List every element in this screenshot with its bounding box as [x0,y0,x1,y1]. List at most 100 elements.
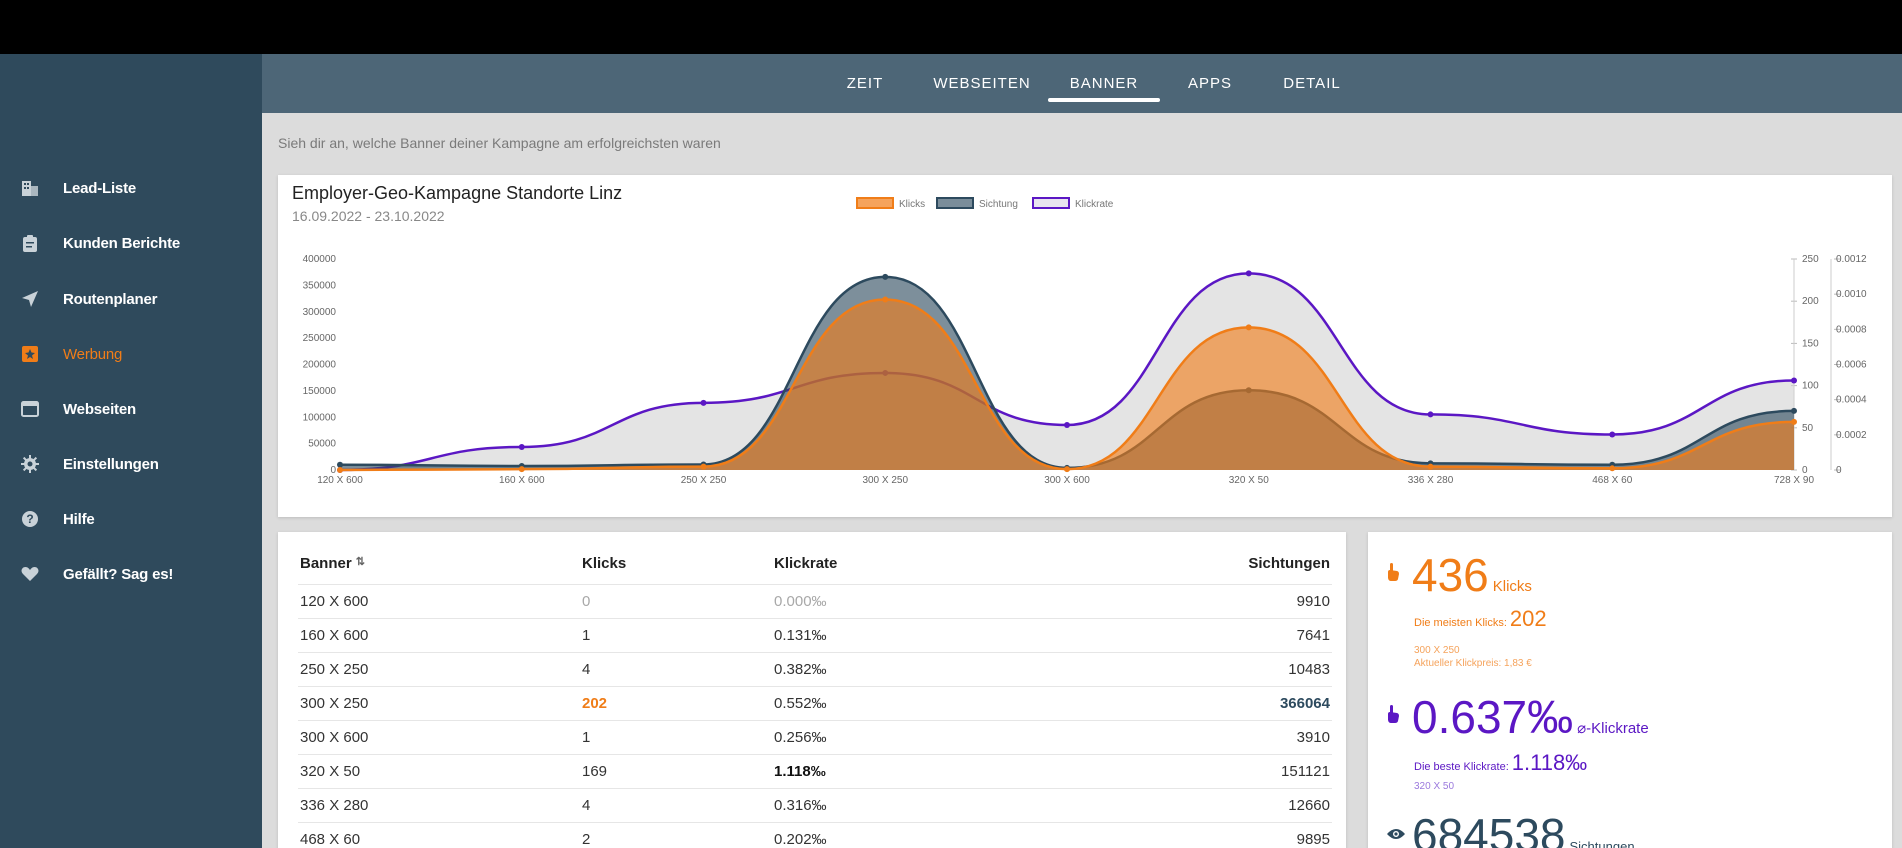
tab-detail[interactable]: DETAIL [1262,54,1362,113]
sidebar-item-hilfe[interactable]: ? Hilfe [0,499,262,539]
cell-klicks: 169 [580,754,772,789]
x-axis-tick: 250 X 250 [681,475,727,486]
cell-banner: 300 X 600 [298,720,580,755]
point-klicks [518,466,525,473]
sidebar-item-label: Hilfe [63,510,95,528]
legend-label-sichtung: Sichtung [979,199,1018,210]
cell-sichtungen: 151121 [1072,754,1332,789]
tab-zeit[interactable]: ZEIT [820,54,910,113]
y-axis-right2-tick: 0.0006 [1836,360,1867,371]
stats-card: 436 Klicks Die meisten Klicks: 202 300 X 2… [1368,532,1892,848]
y-axis-right-tick: 150 [1802,338,1819,349]
views-stat: 684538 Sichtungen [1386,810,1866,848]
sidebar-item-label: Routenplaner [63,290,158,308]
col-header-banner[interactable]: Banner ⇅ [298,544,580,585]
active-tab-indicator [1048,98,1160,102]
y-axis-right2-tick: 0.0004 [1836,395,1867,406]
table-row: 300 X 250 202 0.552‰ 366064 [298,686,1332,721]
point-klicks [337,467,343,473]
ad-icon [19,343,41,365]
sort-icon[interactable]: ⇅ [355,556,365,569]
y-axis-right2-tick: 0.0012 [1836,254,1867,265]
cell-klickrate: 0.382‰ [772,652,1072,687]
cell-klickrate: 0.256‰ [772,720,1072,755]
legend-label-klicks: Klicks [899,199,925,210]
top-black-bar [0,0,1902,54]
tab-banner[interactable]: BANNER [1048,54,1160,113]
rate-total: 0.637‰ ⌀-Klickrate [1412,694,1649,752]
clicks-total: 436 Klicks [1412,552,1532,610]
clicks-best-line: Die meisten Klicks: 202 [1414,606,1547,632]
y-axis-left-tick: 400000 [303,254,337,265]
sidebar-item-gefaellt[interactable]: Gefällt? Sag es! [0,554,262,594]
cell-klickrate: 1.118‰ [772,754,1072,789]
cell-banner: 336 X 280 [298,788,580,823]
x-axis-tick: 728 X 90 [1774,475,1814,486]
clipboard-icon [19,232,41,254]
cell-klicks: 202 [580,686,772,721]
sidebar-item-label: Einstellungen [63,455,159,473]
point-klickrate [1245,270,1252,277]
table-row: 250 X 250 4 0.382‰ 10483 [298,652,1332,687]
point-klicks [1427,463,1434,470]
cell-klickrate: 0.552‰ [772,686,1072,721]
pointer-hand-icon [1386,562,1400,588]
point-klickrate [700,399,707,406]
tab-bar: ZEIT WEBSEITEN BANNER APPS DETAIL [262,54,1902,113]
y-axis-right2-tick: 0.0008 [1836,324,1867,335]
question-icon: ? [19,508,41,530]
tab-apps[interactable]: APPS [1170,54,1250,113]
line-klickrate [339,272,1795,472]
x-axis-tick: 120 X 600 [317,475,363,486]
cell-banner: 160 X 600 [298,618,580,653]
sidebar-item-einstellungen[interactable]: Einstellungen [0,444,262,484]
cell-banner: 300 X 250 [298,686,580,721]
eye-icon [1386,824,1406,847]
rate-stat: 0.637‰ ⌀-Klickrate Die beste Klickrate: 1.… [1386,692,1866,792]
sidebar-item-webseiten[interactable]: Webseiten [0,389,262,429]
cell-klicks: 1 [580,618,772,653]
views-unit: Sichtungen [1569,839,1635,848]
point-klicks [882,296,889,303]
gear-icon [19,453,41,475]
table-row: 160 X 600 1 0.131‰ 7641 [298,618,1332,653]
tab-label: DETAIL [1283,75,1341,92]
page-subtitle: Sieh dir an, welche Banner deiner Kampag… [278,135,721,151]
cell-sichtungen: 7641 [1072,618,1332,653]
point-klickrate [1791,377,1797,384]
paper-plane-icon [19,288,41,310]
cell-klickrate: 0.000‰ [772,584,1072,619]
y-axis-right-tick: 0 [1802,465,1808,476]
banner-table-card: Banner ⇅ Klicks Klickrate Sichtungen 120 … [278,532,1346,848]
cell-sichtungen: 366064 [1072,686,1332,721]
cell-klickrate: 0.202‰ [772,822,1072,848]
sidebar-item-label: Webseiten [63,400,136,418]
col-header-klickrate[interactable]: Klickrate [772,544,1072,585]
point-klicks [1245,324,1252,331]
clicks-best-label: Die meisten Klicks: [1414,617,1507,629]
col-header-klicks[interactable]: Klicks [580,544,772,585]
cell-klickrate: 0.316‰ [772,788,1072,823]
svg-text:?: ? [26,512,33,526]
rate-best-label: Die beste Klickrate: [1414,761,1509,773]
point-sichtung [882,273,889,280]
col-header-sichtungen[interactable]: Sichtungen [1072,544,1332,585]
y-axis-left-tick: 200000 [303,360,337,371]
sidebar-item-kunden-berichte[interactable]: Kunden Berichte [0,223,262,263]
views-value: 684538 [1412,809,1566,848]
sidebar-item-werbung[interactable]: Werbung [0,334,262,374]
x-axis-tick: 336 X 280 [1408,475,1454,486]
sidebar-item-lead-liste[interactable]: Lead-Liste [0,168,262,208]
tab-label: WEBSEITEN [933,75,1031,92]
banner-chart: 4000003500003000002500002000001500001000… [303,197,1867,486]
cell-banner: 468 X 60 [298,822,580,848]
sidebar-item-routenplaner[interactable]: Routenplaner [0,279,262,319]
y-axis-left-tick: 100000 [303,412,337,423]
cell-klicks: 4 [580,788,772,823]
cell-sichtungen: 10483 [1072,652,1332,687]
tab-webseiten[interactable]: WEBSEITEN [922,54,1042,113]
area-klickrate [340,273,1794,470]
tab-label: ZEIT [846,75,884,92]
point-klickrate [1064,421,1070,428]
point-klicks [1064,466,1070,473]
